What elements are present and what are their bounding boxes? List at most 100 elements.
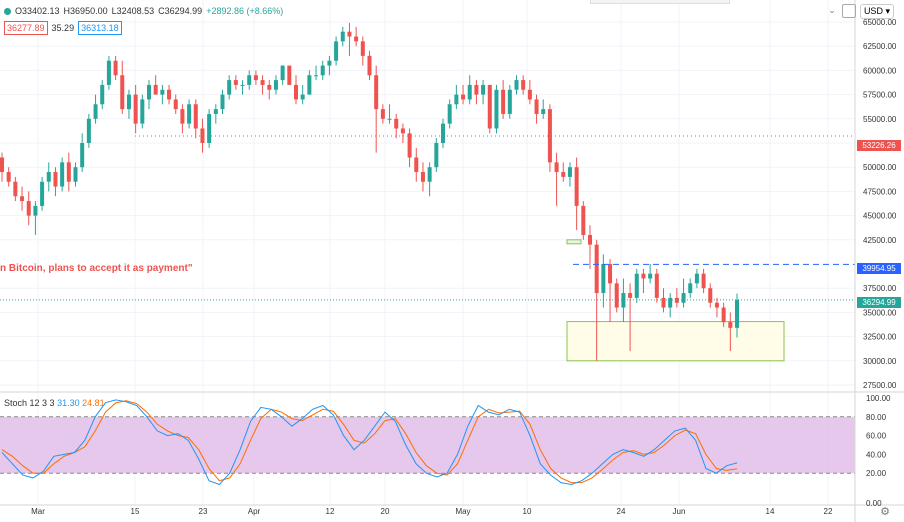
candle-body	[594, 244, 599, 294]
candle-body	[247, 75, 252, 85]
candle-body	[467, 84, 472, 100]
candle-body	[26, 201, 31, 216]
time-tick-label: 15	[131, 507, 140, 516]
candle-body	[340, 31, 345, 42]
stoch-d-value: 24.81	[82, 398, 105, 408]
candle-body	[6, 172, 11, 182]
candle-body	[721, 307, 726, 323]
candle-body	[420, 172, 425, 182]
stoch-legend: Stoch 12 3 3 31.30 24.81	[4, 398, 105, 408]
time-tick-label: May	[455, 507, 470, 516]
candle-body	[494, 89, 499, 129]
price-tick-label: 57500.00	[863, 91, 897, 100]
candle-body	[527, 89, 532, 100]
maximize-icon[interactable]	[842, 4, 856, 18]
candle-body	[314, 75, 319, 77]
price-tick-label: 27500.00	[863, 381, 897, 390]
candle-body	[654, 273, 659, 298]
price-tick-label: 37500.00	[863, 284, 897, 293]
candle-body	[547, 109, 552, 163]
time-tick-label: 23	[199, 507, 208, 516]
candle-body	[193, 104, 198, 129]
price-tick-label: 45000.00	[863, 212, 897, 221]
horizontal-levels	[0, 135, 855, 301]
gear-icon[interactable]: ⚙	[880, 506, 890, 518]
candle-body	[507, 89, 512, 114]
candle-body	[46, 172, 51, 182]
candle-body	[307, 75, 312, 95]
sell-button[interactable]: 36277.89	[4, 21, 48, 35]
candle-body	[200, 128, 205, 143]
spread-value: 35.29	[51, 23, 75, 33]
ohlc-low: L32408.53	[111, 6, 155, 16]
price-tick-label: 55000.00	[863, 115, 897, 124]
buy-button[interactable]: 36313.18	[78, 21, 122, 35]
chevron-down-icon: ▾	[885, 6, 890, 16]
candle-body	[153, 84, 158, 95]
candle-body	[374, 75, 379, 110]
candle-body	[454, 94, 459, 105]
candle-body	[561, 172, 566, 177]
support-zone	[566, 321, 785, 362]
candle-body	[100, 84, 105, 105]
candle-body	[146, 84, 152, 100]
candle-body	[427, 167, 432, 182]
candle-body	[227, 80, 232, 95]
collapse-icon[interactable]: ⌄	[828, 5, 836, 15]
candle-body	[273, 80, 278, 90]
time-tick-label: 20	[381, 507, 390, 516]
candle-body	[601, 264, 606, 294]
candle-body	[240, 84, 245, 86]
candle-body	[267, 84, 272, 90]
candle-body	[701, 273, 706, 289]
time-tick-label: 22	[824, 507, 833, 516]
candle-body	[160, 89, 165, 95]
price-tick-label: 35000.00	[863, 308, 897, 317]
small-zone	[566, 239, 582, 245]
candle-body	[648, 273, 653, 279]
candle-body	[287, 65, 292, 85]
candle-body	[327, 60, 332, 66]
candle-body	[80, 143, 85, 168]
price-tick-label: 50000.00	[863, 163, 897, 172]
stoch-label: Stoch 12 3 3	[4, 398, 55, 408]
candle-body	[280, 65, 285, 81]
candle-body	[501, 89, 506, 114]
candle-body	[207, 113, 212, 143]
candle-body	[86, 118, 91, 143]
candle-body	[33, 205, 38, 216]
candle-body	[394, 118, 399, 129]
candle-body	[66, 162, 71, 182]
ohlc-change: +2892.86 (+8.66%)	[206, 6, 284, 16]
candle-body	[106, 60, 111, 85]
stoch-k-line	[1, 399, 738, 486]
candle-body	[694, 273, 699, 284]
candle-body	[360, 41, 365, 56]
grid-lines	[0, 0, 855, 505]
candle-body	[260, 80, 265, 85]
candle-body	[674, 297, 679, 303]
candle-body	[20, 196, 25, 202]
time-tick-label: Jun	[673, 507, 686, 516]
resistance-price-tag: 53226.26	[857, 140, 901, 151]
price-tick-label: 60000.00	[863, 66, 897, 75]
currency-select[interactable]: USD ▾	[859, 4, 894, 19]
stoch-k-value: 31.30	[57, 398, 80, 408]
price-tick-label: 30000.00	[863, 357, 897, 366]
candle-body	[481, 84, 486, 95]
candle-body	[253, 75, 258, 81]
time-tick-label: Mar	[31, 507, 45, 516]
candle-body	[534, 99, 539, 114]
time-tick-label: 24	[617, 507, 626, 516]
candle-body	[621, 293, 626, 308]
stoch-tick-label: 80.00	[866, 413, 887, 422]
candle-body	[334, 41, 339, 61]
candle-body	[641, 273, 646, 279]
candle-body	[380, 109, 385, 119]
stoch-tick-label: 100.00	[866, 394, 891, 403]
candle-body	[126, 94, 131, 110]
candle-body	[614, 283, 619, 308]
candle-body	[120, 75, 125, 110]
